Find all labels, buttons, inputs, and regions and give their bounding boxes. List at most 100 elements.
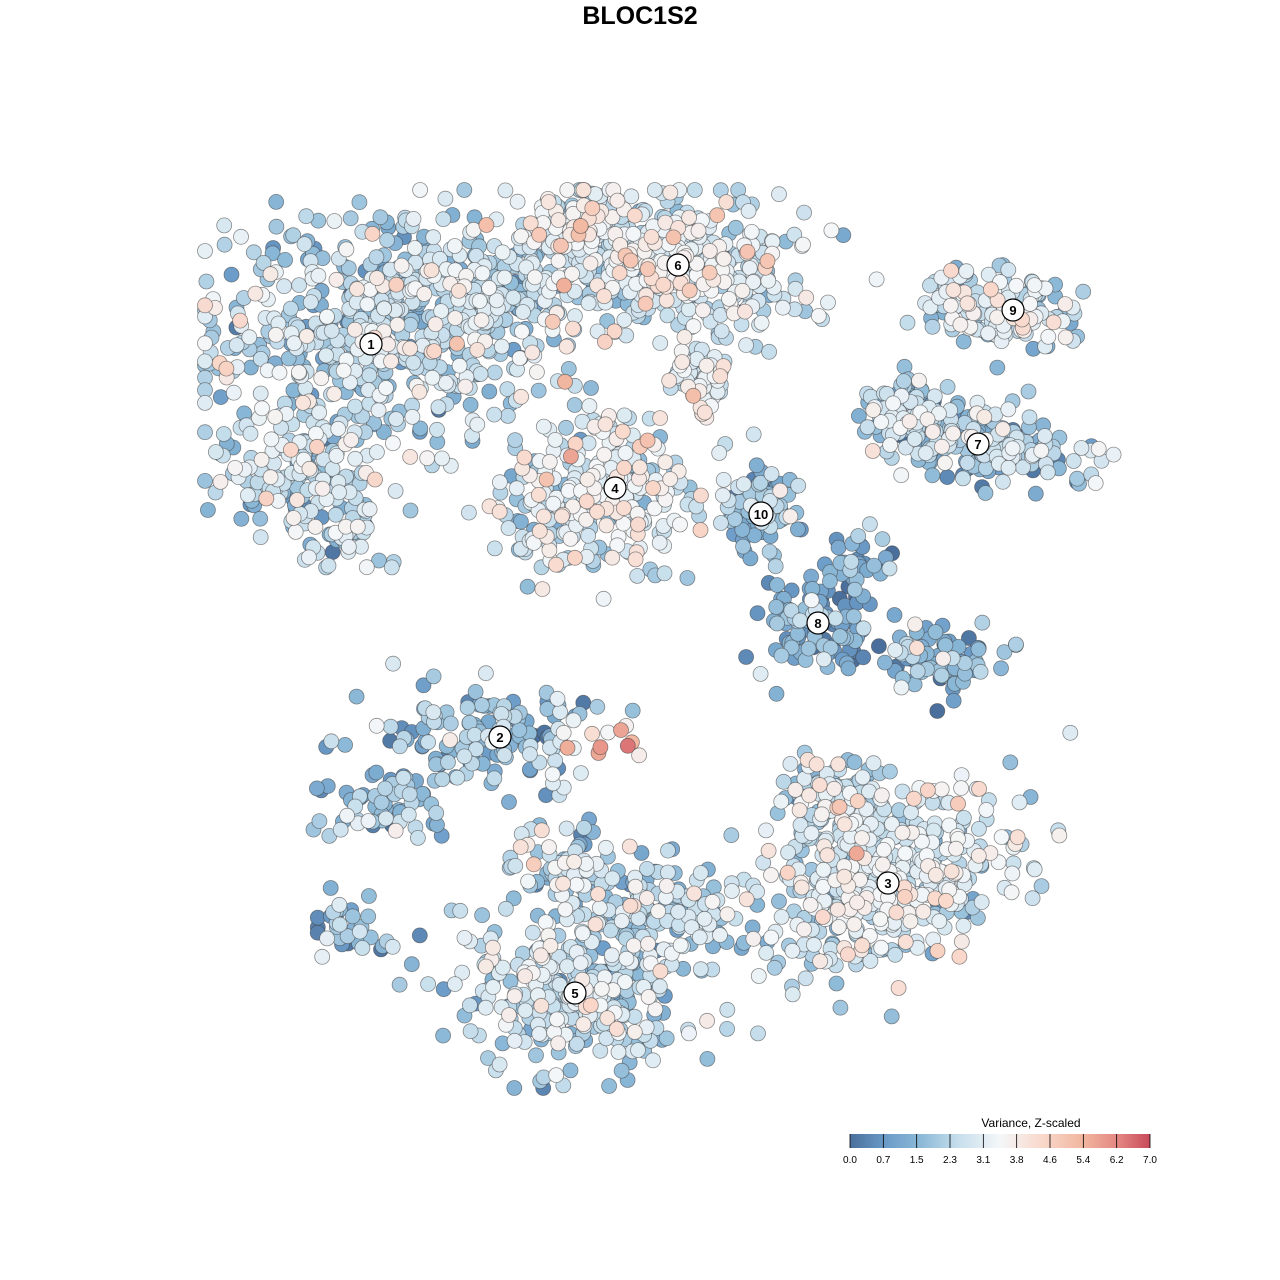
cell-point [893, 467, 910, 484]
cell-point [656, 565, 673, 582]
cell-point [846, 916, 863, 933]
cell-point [338, 241, 355, 258]
cell-point [802, 897, 819, 913]
cell-point [323, 733, 340, 750]
cell-point [681, 282, 698, 299]
cell-point [376, 300, 393, 317]
cell-point [516, 449, 533, 466]
cell-point [227, 459, 244, 476]
cell-point [822, 573, 838, 590]
cell-point [608, 1021, 625, 1037]
cell-point [929, 943, 946, 959]
cell-point [578, 493, 595, 510]
cell-point [360, 888, 377, 904]
cell-point [553, 237, 569, 254]
cell-point [922, 277, 938, 294]
cell-point [420, 976, 437, 992]
cell-point [752, 474, 769, 491]
cell-point [541, 542, 558, 559]
cell-point [391, 976, 408, 993]
cell-point [535, 418, 552, 435]
cell-point [359, 296, 376, 313]
cell-point [775, 299, 791, 316]
cell-point [282, 441, 299, 458]
cluster-label-8: 8 [806, 611, 830, 635]
cell-point [319, 930, 336, 947]
cell-point [864, 443, 881, 459]
cell-point [782, 508, 799, 525]
cell-point [449, 769, 466, 786]
cell-point [617, 445, 634, 461]
cell-point [676, 329, 693, 346]
cell-point [582, 997, 599, 1014]
cell-point [896, 373, 912, 390]
cell-point [1026, 277, 1043, 294]
cell-point [218, 360, 235, 377]
cell-point [373, 794, 390, 811]
cell-point [980, 325, 997, 342]
cell-point [832, 628, 848, 645]
cell-point [924, 467, 941, 484]
cell-point [393, 257, 410, 274]
cell-point [368, 249, 385, 266]
cell-point [866, 557, 882, 574]
cell-point [758, 945, 775, 961]
cell-point [685, 387, 702, 404]
cluster-label-5: 5 [563, 981, 587, 1005]
cell-point [515, 304, 531, 320]
cell-point [1033, 878, 1050, 894]
cell-point [882, 437, 898, 453]
cell-point [901, 413, 918, 430]
legend-tick-label: 0.7 [876, 1155, 890, 1166]
cell-point [1024, 890, 1041, 907]
cell-point [874, 856, 891, 873]
cell-point [611, 265, 628, 281]
cell-point [958, 263, 975, 280]
cell-point [603, 947, 620, 964]
cell-point [645, 480, 661, 497]
cell-point [773, 909, 790, 925]
cell-point [849, 894, 865, 911]
cell-point [491, 1056, 508, 1073]
cell-point [401, 786, 418, 803]
cell-point [549, 1011, 565, 1028]
cell-point [331, 896, 348, 913]
cell-point [911, 372, 927, 389]
cell-point [481, 383, 498, 400]
cell-point [419, 450, 436, 467]
cell-point [290, 364, 307, 381]
cell-point [524, 344, 541, 361]
cell-point [896, 889, 913, 905]
cluster-label-text: 10 [754, 507, 768, 522]
cell-point [456, 930, 473, 946]
cell-point [738, 649, 754, 665]
cell-point [550, 252, 567, 269]
cell-point [557, 373, 573, 390]
cell-point [425, 704, 442, 721]
cell-point [538, 471, 555, 488]
cell-point [423, 262, 440, 279]
cell-point [198, 273, 215, 290]
cell-point [938, 892, 954, 909]
cell-point [385, 655, 402, 672]
cell-point [693, 487, 709, 504]
cell-point [995, 421, 1011, 438]
cell-point [739, 243, 756, 260]
cell-point [721, 290, 737, 307]
cell-point [953, 780, 969, 796]
cell-point [486, 540, 503, 557]
cell-point [846, 754, 863, 771]
cell-point [557, 901, 574, 918]
cell-point [840, 660, 857, 677]
cell-point [718, 194, 735, 211]
scatter-points [197, 182, 1122, 1096]
cell-point [906, 790, 922, 807]
cell-point [425, 668, 442, 685]
cell-point [349, 281, 365, 298]
cell-point [955, 470, 971, 487]
cell-point [559, 958, 576, 975]
cell-point [258, 490, 275, 507]
cell-point [1105, 446, 1122, 463]
cell-point [955, 333, 972, 350]
cell-point [314, 480, 331, 497]
